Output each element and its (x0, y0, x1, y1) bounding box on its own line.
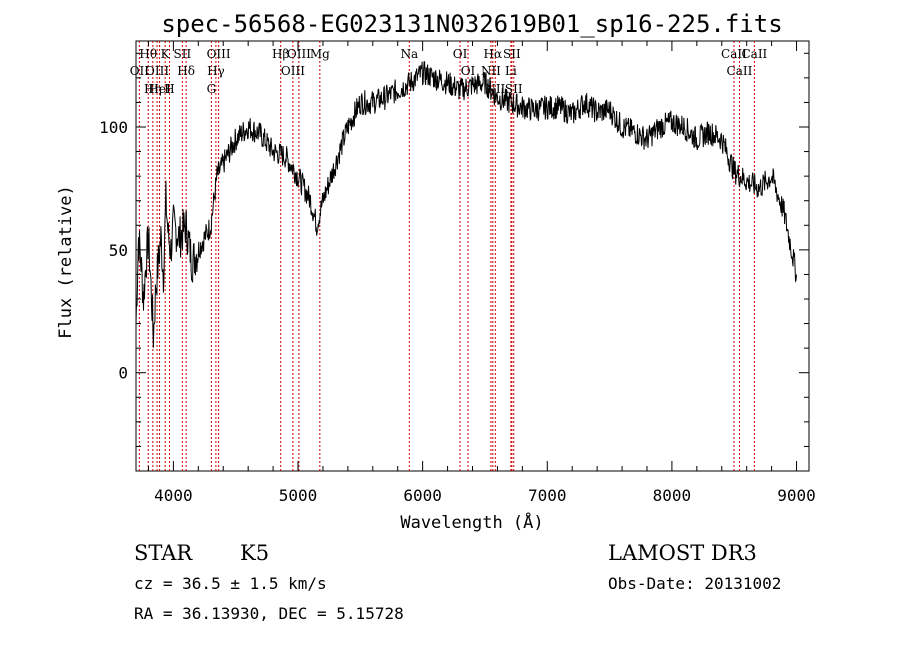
spectral-line-label: Hα (484, 47, 503, 61)
spectral-line-label: OIII (145, 64, 169, 78)
spectral-line-label: Mg (310, 47, 330, 61)
spectrum-series (135, 61, 797, 348)
spectral-line-label: CaII (721, 47, 747, 61)
y-axis-ticks: 0 50 100 (99, 52, 809, 447)
y-axis-label: Flux (relative) (56, 185, 76, 339)
spectral-line-label: CaII (727, 64, 753, 78)
spectral-line-label: SII (505, 82, 523, 96)
object-subclass: K5 (240, 541, 269, 565)
ra-dec-coordinates: RA = 36.13930, DEC = 5.15728 (134, 604, 404, 623)
object-class: STAR (134, 541, 193, 565)
spectral-line-labels: HθOIIOIIIKHeIHηSIIHHδOIIIHγGHβOIIIOIIIMg… (130, 47, 768, 96)
spectral-line-label: Hγ (207, 64, 225, 78)
spectral-line-label: H (164, 82, 174, 96)
spectral-line-label: Hβ (272, 47, 289, 61)
spectral-line-label: K (161, 47, 171, 61)
spectral-line-label: OIII (281, 64, 305, 78)
spectral-line-label: OIII (287, 47, 311, 61)
spectral-line-label: SII (503, 47, 521, 61)
x-axis-ticks: 4000 5000 6000 7000 8000 9000 (147, 41, 816, 505)
y-tick-label: 50 (109, 241, 128, 260)
redshift-cz: cz = 36.5 ± 1.5 km/s (134, 574, 327, 593)
x-tick-label: 8000 (653, 486, 692, 505)
spectral-line-label: Hδ (177, 64, 195, 78)
plot-frame (135, 40, 810, 472)
spectral-line-label: OI (453, 47, 468, 61)
spectral-line-label: G (207, 82, 217, 96)
chart-title: spec-56568-EG023131N032619B01_sp16-225.f… (161, 10, 782, 38)
x-tick-label: 5000 (279, 486, 318, 505)
x-tick-label: 9000 (777, 486, 816, 505)
spectral-line-label: Li (505, 64, 517, 78)
spectral-line-label: Na (400, 47, 418, 61)
observation-date: Obs-Date: 20131002 (608, 574, 781, 593)
spectral-line-label: OII (130, 64, 150, 78)
x-tick-label: 6000 (403, 486, 442, 505)
x-tick-label: 7000 (528, 486, 567, 505)
x-axis-label: Wavelength (Å) (400, 511, 543, 533)
spectrum-line (135, 61, 797, 348)
spectral-line-label: HeI (148, 82, 171, 96)
spectral-line-markers (138, 41, 755, 471)
spectral-line-label: Hθ (139, 47, 157, 61)
spectral-line-label: CaII (741, 47, 767, 61)
y-tick-label: 0 (118, 364, 128, 383)
y-tick-label: 100 (99, 118, 128, 137)
spectral-line-label: OIII (207, 47, 231, 61)
survey-name: LAMOST DR3 (608, 541, 757, 565)
spectral-line-label: OI (461, 64, 476, 78)
spectral-line-label: Hη (144, 82, 162, 96)
spectral-line-label: SII (174, 47, 192, 61)
x-tick-label: 4000 (154, 486, 193, 505)
